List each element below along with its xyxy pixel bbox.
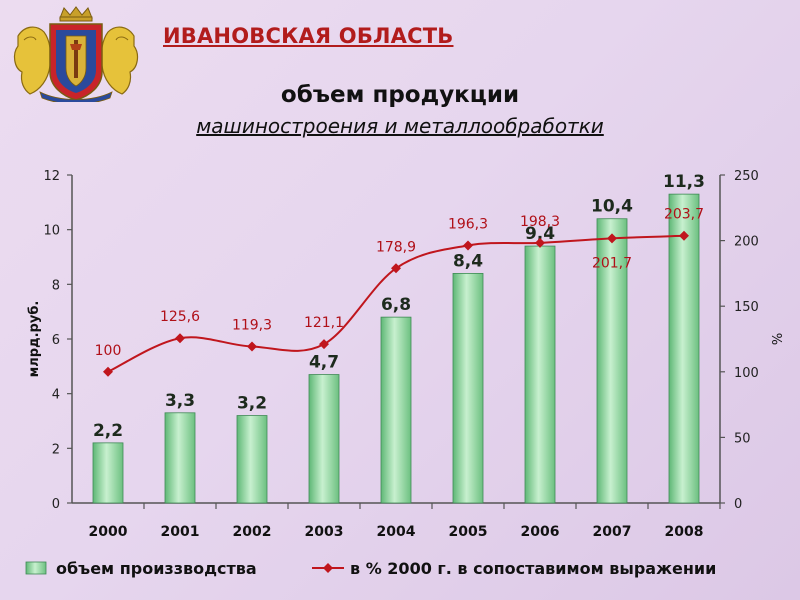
line-data-label: 121,1 (304, 315, 344, 331)
line-point (391, 263, 401, 274)
y2-tick-label: 200 (734, 235, 759, 250)
y-tick-label: 10 (43, 224, 60, 239)
y-tick-label: 6 (52, 333, 60, 348)
y-tick-label: 12 (43, 169, 60, 184)
line-data-label: 203,7 (664, 207, 704, 223)
legend-label: объем произзводства (56, 559, 257, 578)
line-data-label: 125,6 (160, 309, 200, 325)
line-point (319, 339, 329, 350)
line-point (103, 366, 113, 377)
bar (380, 316, 412, 504)
legend-bar-swatch (25, 561, 47, 575)
page-header-title: ИВАНОВСКАЯ ОБЛАСТЬ (163, 24, 454, 48)
x-tick-label: 2001 (161, 524, 200, 540)
y2-tick-label: 250 (734, 169, 759, 184)
y-tick-label: 4 (52, 388, 60, 403)
x-tick-label: 2005 (449, 524, 488, 540)
bar-data-label: 4,7 (309, 353, 339, 373)
x-tick-label: 2008 (665, 524, 704, 540)
bar-data-label: 3,2 (237, 394, 267, 414)
line-point (463, 240, 473, 251)
bar-data-label: 9,4 (525, 224, 555, 244)
legend-label: в % 2000 г. в сопоставимом выражении (350, 559, 716, 578)
y2-tick-label: 100 (734, 366, 759, 381)
line-data-label: 119,3 (232, 317, 272, 333)
bar-data-label: 10,4 (591, 197, 633, 217)
y2-tick-label: 150 (734, 300, 759, 315)
line-point (679, 230, 689, 241)
bar-data-label: 6,8 (381, 295, 411, 315)
y-axis-label: млрд.руб. (27, 301, 42, 378)
bar (596, 218, 628, 504)
line-point (535, 237, 545, 248)
bar (164, 412, 196, 504)
line-point (607, 233, 617, 244)
y2-tick-label: 0 (734, 497, 742, 512)
x-tick-label: 2007 (593, 524, 632, 540)
y-tick-label: 0 (52, 497, 60, 512)
legend-line-marker (323, 563, 333, 573)
y2-tick-label: 50 (734, 431, 751, 446)
line-data-label: 201,7 (592, 255, 632, 271)
bar (92, 442, 124, 504)
line-data-label: 178,9 (376, 239, 416, 255)
line-data-label: 198,3 (520, 214, 560, 230)
bar (308, 374, 340, 504)
x-tick-label: 2003 (305, 524, 344, 540)
chart-title: объем продукции (280, 82, 520, 108)
bar-data-label: 2,2 (93, 421, 123, 441)
bar-data-label: 8,4 (453, 251, 483, 271)
y2-axis-label: % (771, 333, 786, 345)
bar (452, 272, 484, 504)
bar-data-label: 3,3 (165, 391, 195, 411)
line-data-label: 100 (95, 343, 122, 359)
chart-subtitle: машиностроения и металлообработки (196, 114, 604, 138)
y-tick-label: 2 (52, 442, 60, 457)
bar (668, 193, 700, 504)
bar (236, 415, 268, 504)
line-point (247, 341, 257, 352)
x-tick-label: 2002 (233, 524, 272, 540)
bar-data-label: 11,3 (663, 172, 705, 192)
x-tick-label: 2000 (89, 524, 128, 540)
bar (524, 245, 556, 504)
x-tick-label: 2006 (521, 524, 560, 540)
line-point (175, 333, 185, 344)
x-tick-label: 2004 (377, 524, 416, 540)
coat-of-arms-emblem (13, 6, 139, 102)
line-data-label: 196,3 (448, 216, 488, 232)
y-tick-label: 8 (52, 278, 60, 293)
